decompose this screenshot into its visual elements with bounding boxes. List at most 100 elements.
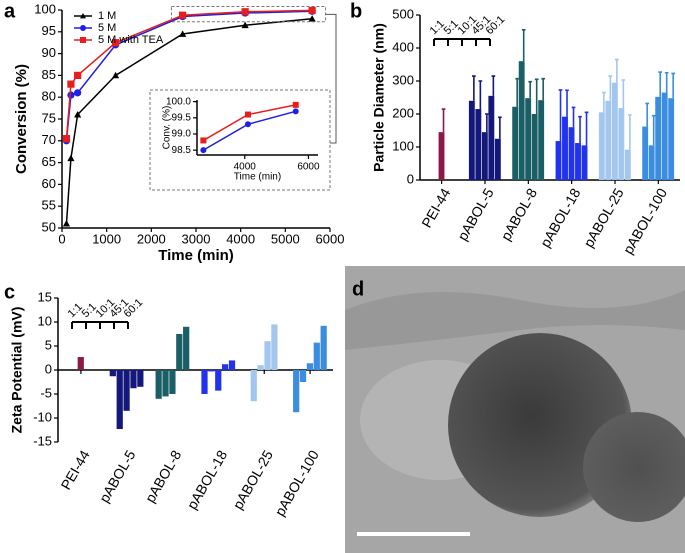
marker bbox=[179, 11, 187, 19]
x-tick-label: 6000 bbox=[297, 162, 320, 173]
particle bbox=[583, 412, 685, 522]
marker bbox=[200, 147, 207, 154]
marker bbox=[200, 137, 207, 144]
x-tick-label: pABOL-18 bbox=[537, 185, 584, 250]
y-tick-label: -10 bbox=[33, 409, 52, 424]
bar bbox=[575, 143, 581, 180]
x-tick-label: 1000 bbox=[92, 231, 121, 246]
marker bbox=[308, 15, 316, 22]
bar bbox=[293, 370, 300, 413]
y-axis-label: Conv. (%) bbox=[162, 106, 173, 150]
legend-marker bbox=[80, 37, 86, 43]
marker bbox=[67, 80, 75, 88]
x-tick-label: 3000 bbox=[182, 231, 211, 246]
bar bbox=[512, 106, 519, 180]
y-tick-label: 0 bbox=[45, 361, 52, 376]
error-bar bbox=[534, 78, 539, 114]
bar bbox=[109, 370, 116, 377]
error-bar bbox=[521, 29, 526, 62]
error-bar bbox=[515, 77, 520, 107]
y-tick-label: 50 bbox=[42, 219, 56, 234]
y-tick-label: 60 bbox=[42, 176, 56, 191]
y-tick-label: 15 bbox=[38, 289, 52, 304]
marker bbox=[112, 71, 120, 79]
x-tick-label: pABOL-8 bbox=[497, 185, 540, 243]
bar bbox=[438, 132, 445, 180]
panel-label: c bbox=[4, 281, 15, 303]
x-tick-label: PEI-44 bbox=[57, 447, 92, 492]
panel-label: d bbox=[352, 278, 364, 300]
bar bbox=[518, 61, 525, 181]
y-tick-label: 95 bbox=[42, 23, 56, 38]
y-axis-label: Zeta Potential (mV) bbox=[9, 307, 25, 434]
bar bbox=[257, 365, 264, 370]
error-bar bbox=[571, 106, 576, 128]
y-tick-label: 100 bbox=[34, 1, 56, 16]
y-axis-label: Conversion (%) bbox=[13, 64, 30, 174]
error-bar bbox=[472, 75, 476, 101]
marker bbox=[62, 135, 71, 143]
bar bbox=[605, 100, 612, 180]
inset-frame bbox=[149, 89, 331, 191]
bar bbox=[155, 370, 162, 399]
legend-label: 1 M bbox=[98, 10, 116, 22]
y-tick-label: 10 bbox=[38, 313, 52, 328]
x-tick-label: pABOL-18 bbox=[184, 447, 231, 512]
y-tick-label: 5 bbox=[45, 337, 52, 352]
bar bbox=[624, 149, 631, 180]
x-axis-label: Time (min) bbox=[234, 172, 281, 183]
error-bar bbox=[658, 71, 663, 97]
error-bar bbox=[645, 102, 650, 127]
bar bbox=[123, 370, 130, 411]
bar bbox=[648, 145, 655, 180]
marker bbox=[67, 154, 75, 162]
marker bbox=[244, 121, 251, 128]
x-tick-label: 6000 bbox=[316, 231, 345, 246]
bar bbox=[183, 326, 190, 370]
bar bbox=[562, 116, 568, 180]
bar bbox=[531, 114, 538, 180]
y-tick-label: 500 bbox=[392, 6, 414, 21]
bar bbox=[642, 126, 649, 180]
x-tick-label: pABOL-25 bbox=[230, 447, 277, 512]
bar bbox=[618, 108, 625, 180]
error-bar bbox=[578, 115, 582, 144]
bar bbox=[250, 370, 257, 402]
bar bbox=[222, 364, 229, 370]
bar bbox=[215, 370, 222, 391]
panel-label: a bbox=[4, 0, 16, 22]
error-bar bbox=[664, 71, 669, 93]
y-tick-label: 65 bbox=[42, 154, 56, 169]
y-tick-label: 75 bbox=[42, 110, 56, 125]
error-bar bbox=[615, 58, 619, 83]
error-bar bbox=[651, 114, 656, 146]
bar bbox=[581, 145, 588, 180]
marker bbox=[179, 30, 187, 37]
marker bbox=[241, 8, 249, 16]
bar bbox=[525, 98, 532, 180]
bar bbox=[555, 141, 562, 180]
bar bbox=[598, 112, 605, 180]
bar bbox=[228, 360, 236, 370]
error-bar bbox=[671, 72, 676, 99]
bar bbox=[611, 82, 618, 180]
x-tick-label: pABOL-100 bbox=[620, 185, 671, 257]
bar bbox=[299, 370, 307, 382]
y-tick-label: 85 bbox=[42, 67, 56, 82]
error-bar bbox=[584, 111, 589, 146]
film bbox=[345, 290, 685, 350]
legend-label: 5 M bbox=[98, 22, 116, 34]
y-tick-label: 300 bbox=[392, 72, 414, 87]
error-bar bbox=[478, 80, 483, 110]
x-tick-label: pABOL-5 bbox=[454, 185, 497, 243]
micrograph bbox=[345, 266, 685, 553]
bar bbox=[475, 109, 482, 180]
y-tick-label: 90 bbox=[42, 45, 56, 60]
bar bbox=[538, 100, 545, 180]
x-tick-label: 4000 bbox=[226, 231, 255, 246]
error-bar bbox=[485, 113, 489, 133]
x-tick-label: 0 bbox=[58, 231, 65, 246]
error-bar bbox=[441, 108, 446, 133]
legend-marker bbox=[80, 25, 86, 31]
